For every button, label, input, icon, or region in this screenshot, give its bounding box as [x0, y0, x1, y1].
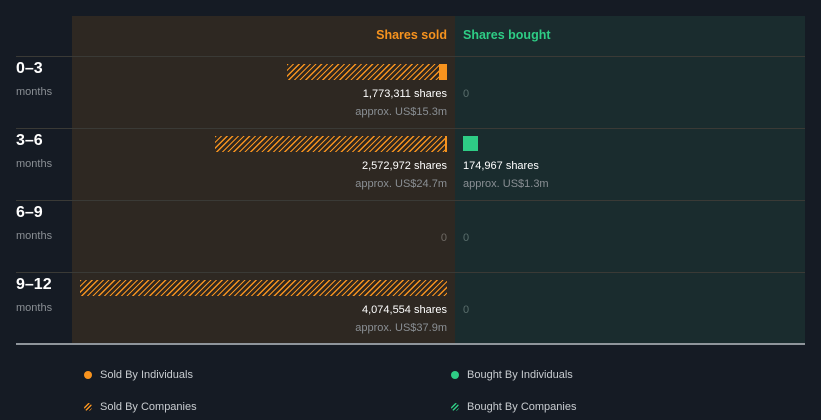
sold-bar[interactable] — [80, 280, 447, 296]
row-divider — [16, 56, 805, 57]
period-unit: months — [16, 86, 53, 98]
sold-value: approx. US$15.3m — [355, 106, 447, 118]
period-unit: months — [16, 158, 53, 170]
sold-bar[interactable] — [287, 64, 447, 80]
row-divider — [16, 200, 805, 201]
shares-sold-header: Shares sold — [376, 28, 447, 42]
period-label: 6–9 — [16, 204, 43, 221]
bought-zero: 0 — [463, 304, 470, 316]
legend-label: Bought By Companies — [467, 401, 577, 413]
sold-by-companies-bar[interactable] — [80, 280, 447, 296]
sold-shares: 1,773,311 shares — [362, 88, 447, 100]
legend-bought-companies: Bought By Companies — [451, 401, 576, 413]
legend-sold-companies: Sold By Companies — [84, 401, 197, 413]
bought-value: approx. US$1.3m — [463, 178, 549, 190]
period-row-6-9: 6–9 months 0 0 — [0, 200, 821, 272]
sold-value: approx. US$37.9m — [355, 322, 447, 334]
legend-label: Sold By Companies — [100, 401, 197, 413]
legend-label: Sold By Individuals — [100, 369, 193, 381]
orange-hatch-icon — [84, 403, 92, 411]
shares-bought-column — [455, 16, 805, 344]
period-unit: months — [16, 230, 53, 242]
legend-sold-individuals: Sold By Individuals — [84, 369, 193, 381]
legend-bought-individuals: Bought By Individuals — [451, 369, 573, 381]
sold-by-individuals-bar[interactable] — [445, 136, 447, 152]
sold-by-companies-bar[interactable] — [215, 136, 445, 152]
shares-bought-header: Shares bought — [463, 28, 551, 42]
bought-zero: 0 — [463, 88, 470, 100]
bought-by-individuals-bar[interactable] — [463, 136, 478, 151]
green-dot-icon — [451, 371, 459, 379]
bought-shares: 174,967 shares — [463, 160, 539, 172]
sold-by-companies-bar[interactable] — [287, 64, 439, 80]
bought-zero: 0 — [463, 232, 470, 244]
period-label: 3–6 — [16, 132, 43, 149]
period-row-9-12: 9–12 months 4,074,554 shares approx. US$… — [0, 272, 821, 344]
row-divider — [16, 128, 805, 129]
sold-bar[interactable] — [215, 136, 447, 152]
sold-shares: 2,572,972 shares — [361, 160, 447, 172]
chart-baseline — [16, 343, 805, 345]
period-label: 0–3 — [16, 60, 43, 77]
row-divider — [16, 272, 805, 273]
sold-shares: 4,074,554 shares — [361, 304, 447, 316]
sold-by-individuals-bar[interactable] — [439, 64, 447, 80]
green-hatch-icon — [451, 403, 459, 411]
period-label: 9–12 — [16, 276, 52, 293]
period-row-0-3: 0–3 months 1,773,311 shares approx. US$1… — [0, 56, 821, 128]
legend-label: Bought By Individuals — [467, 369, 573, 381]
sold-value: approx. US$24.7m — [355, 178, 447, 190]
period-unit: months — [16, 302, 53, 314]
sold-zero: 0 — [440, 232, 447, 244]
orange-dot-icon — [84, 371, 92, 379]
period-row-3-6: 3–6 months 2,572,972 shares approx. US$2… — [0, 128, 821, 200]
